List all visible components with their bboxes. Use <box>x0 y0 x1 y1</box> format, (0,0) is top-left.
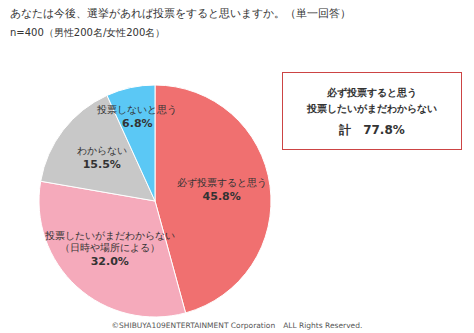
svg-text:必ず投票すると思う: 必ず投票すると思う <box>177 177 267 189</box>
svg-text:投票したいがまだわからない（日時や場所による）: 投票したいがまだわからない（日時や場所による） <box>44 230 175 253</box>
html-text:投票したいがまだわからない: 投票したいがまだわからない <box>307 102 437 114</box>
svg-text:投票しないと思う: 投票しないと思う <box>96 104 177 115</box>
svg-text:15.5%: 15.5% <box>83 158 121 171</box>
svg-text:6.8%: 6.8% <box>122 117 153 130</box>
html-text:n=400（男性200名/女性200名）: n=400（男性200名/女性200名） <box>10 27 166 38</box>
svg-text:45.8%: 45.8% <box>203 190 241 203</box>
html-text:計 77.8%: 計 77.8% <box>339 122 405 137</box>
html-text:必ず投票すると思う: 必ず投票すると思う <box>327 86 417 98</box>
svg-text:32.0%: 32.0% <box>91 255 129 268</box>
html-text:©SHIBUYA109ENTERTAINMENT Corpo: ©SHIBUYA109ENTERTAINMENT Corporation ALL… <box>111 321 363 330</box>
html-text:あなたは今後、選挙があれば投票をすると思いますか。（単一回答: あなたは今後、選挙があれば投票をすると思いますか。（単一回答） <box>10 7 351 20</box>
svg-text:わからない: わからない <box>77 145 127 156</box>
